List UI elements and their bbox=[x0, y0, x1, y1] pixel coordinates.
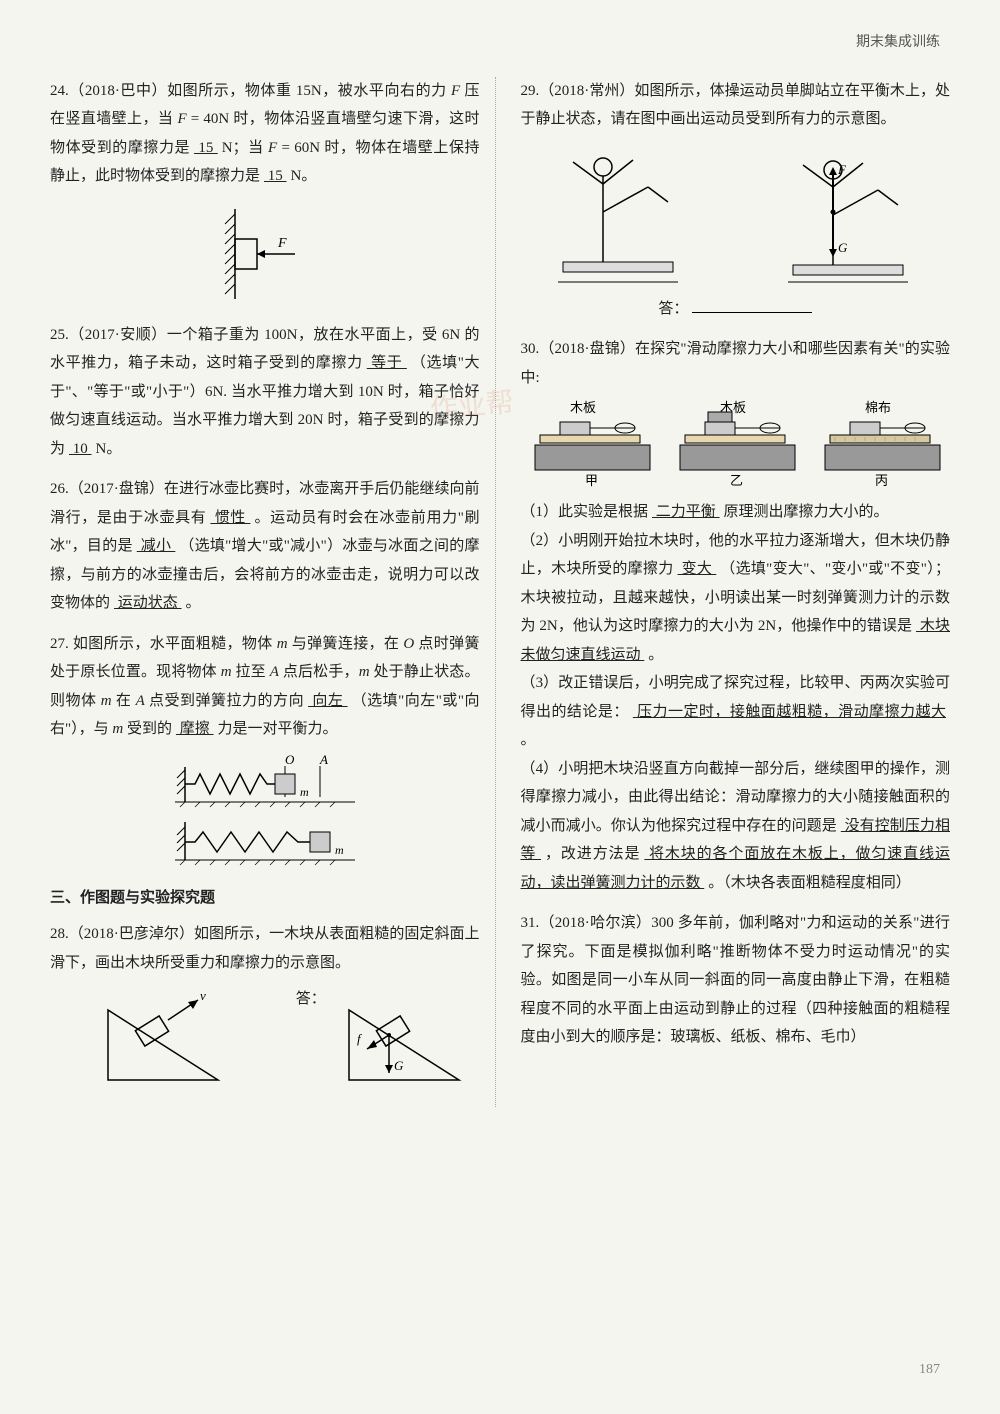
q24-figure: F bbox=[50, 199, 480, 309]
q27-ans1: 向左 bbox=[304, 693, 352, 709]
q30-p1b: 原理测出摩擦力大小的。 bbox=[724, 504, 889, 520]
q27-t9: 受到的 bbox=[123, 721, 172, 737]
q27-O: O bbox=[403, 636, 414, 652]
q27-t4: 点后松手， bbox=[279, 664, 359, 680]
q27-m2: m bbox=[221, 664, 232, 680]
q28-f: f bbox=[357, 1031, 363, 1046]
q30-jia: 甲 bbox=[585, 473, 598, 488]
q27-t7: 点受到弹簧拉力的方向 bbox=[145, 693, 304, 709]
q30-p4c: 。（木块各表面粗糙程度相同） bbox=[708, 875, 911, 891]
q29-figure: F G bbox=[521, 142, 951, 292]
question-24: 24.（2018·巴中）如图所示，物体重 15N，被水平向右的力 F 压在竖直墙… bbox=[50, 77, 480, 309]
q28-figure: v 答： f G bbox=[50, 985, 480, 1095]
q30-p3: （3）改正错误后，小明完成了探究过程，比较甲、丙两次实验可得出的结论是： 压力一… bbox=[521, 669, 951, 755]
q30-p2: （2）小明刚开始拉木块时，他的水平拉力逐渐增大，但木块仍静止，木块所受的摩擦力 … bbox=[521, 527, 951, 670]
question-25: 25.（2017·安顺）一个箱子重为 100N，放在水平面上，受 6N 的水平推… bbox=[50, 321, 480, 464]
q27-fig-O: O bbox=[285, 752, 295, 767]
q30-bing: 丙 bbox=[875, 473, 888, 488]
q24-ans2: 15 bbox=[260, 168, 291, 184]
q27-ans2: 摩擦 bbox=[172, 721, 218, 737]
q29-prefix: 29.（2018·常州）如图所示，体操运动员单脚站立在平衡木上，处于静止状态，请… bbox=[521, 83, 951, 128]
q28-ans-label: 答： bbox=[296, 991, 326, 1007]
q30-p1a: （1）此实验是根据 bbox=[521, 504, 649, 520]
question-31: 31.（2018·哈尔滨）300 多年前，伽利略对"力和运动的关系"进行了探究。… bbox=[521, 909, 951, 1052]
q30-p2ans1: 变大 bbox=[674, 561, 721, 577]
q30-p3b: 。 bbox=[521, 732, 536, 748]
q29-F: F bbox=[837, 162, 847, 177]
q29-ans-label: 答： bbox=[658, 301, 688, 317]
q25-ans2: 10 bbox=[65, 441, 96, 457]
q30-p4: （4）小明把木块沿竖直方向截掉一部分后，继续图甲的操作，测得摩擦力减小，由此得出… bbox=[521, 755, 951, 898]
q26-ans1: 惯性 bbox=[206, 510, 254, 526]
right-column: 29.（2018·常州）如图所示，体操运动员单脚站立在平衡木上，处于静止状态，请… bbox=[516, 77, 951, 1108]
q27-m1: m bbox=[277, 636, 288, 652]
q30-p3ans: 压力一定时，接触面越粗糙，滑动摩擦力越大 bbox=[629, 704, 950, 720]
q27-A2: A bbox=[136, 693, 145, 709]
q28-G: G bbox=[394, 1058, 404, 1073]
q27-m5: m bbox=[112, 721, 123, 737]
q28-v: v bbox=[200, 988, 206, 1003]
q30-p1: （1）此实验是根据 二力平衡 原理测出摩擦力大小的。 bbox=[521, 498, 951, 527]
q24-t5: N；当 bbox=[222, 140, 268, 156]
q27-fig-m1: m bbox=[300, 785, 309, 799]
q27-prefix: 27. 如图所示，水平面粗糙，物体 bbox=[50, 636, 277, 652]
q27-t3: 拉至 bbox=[232, 664, 270, 680]
q27-m4: m bbox=[101, 693, 112, 709]
q27-fig-m2: m bbox=[335, 843, 344, 857]
q31-prefix: 31.（2018·哈尔滨）300 多年前，伽利略对"力和运动的关系"进行了探究。… bbox=[521, 915, 951, 1045]
question-29: 29.（2018·常州）如图所示，体操运动员单脚站立在平衡木上，处于静止状态，请… bbox=[521, 77, 951, 324]
q30-lab-wood1: 木板 bbox=[570, 400, 596, 415]
q27-A1: A bbox=[270, 664, 279, 680]
q27-m3: m bbox=[359, 664, 370, 680]
q24-F3: F bbox=[268, 140, 277, 156]
q27-figure: O A m m bbox=[50, 752, 480, 872]
q30-p2c: 。 bbox=[648, 647, 663, 663]
q30-p1ans: 二力平衡 bbox=[648, 504, 724, 520]
q25-ans1: 等于 bbox=[363, 355, 411, 371]
section-3-title: 三、作图题与实验探究题 bbox=[50, 884, 480, 913]
q27-fig-A: A bbox=[319, 752, 328, 767]
q30-lab-cloth: 棉布 bbox=[865, 400, 891, 415]
q27-t1: 与弹簧连接，在 bbox=[288, 636, 404, 652]
q30-p4b: ，改进方法是 bbox=[545, 846, 640, 862]
main-columns: 24.（2018·巴中）如图所示，物体重 15N，被水平向右的力 F 压在竖直墙… bbox=[50, 77, 950, 1108]
q27-t10: 力是一对平衡力。 bbox=[218, 721, 338, 737]
q24-ans1: 15 bbox=[190, 140, 222, 156]
q24-fig-F: F bbox=[277, 236, 287, 251]
q24-t8: N。 bbox=[291, 168, 317, 184]
page-number: 187 bbox=[919, 1357, 940, 1384]
question-28: 28.（2018·巴彦淖尔）如图所示，一木块从表面粗糙的固定斜面上滑下，画出木块… bbox=[50, 920, 480, 1095]
page-header: 期末集成训练 bbox=[50, 30, 950, 57]
q25-t2: N。 bbox=[96, 441, 122, 457]
q30-figure: 木板 甲 木板 乙 棉布 bbox=[521, 400, 951, 490]
q26-t3: 。 bbox=[186, 595, 201, 611]
q28-prefix: 28.（2018·巴彦淖尔）如图所示，一木块从表面粗糙的固定斜面上滑下，画出木块… bbox=[50, 926, 480, 971]
q24-text: 24.（2018·巴中）如图所示，物体重 15N，被水平向右的力 bbox=[50, 83, 451, 99]
q29-G: G bbox=[838, 240, 848, 255]
question-30: 30.（2018·盘锦）在探究"滑动摩擦力大小和哪些因素有关"的实验中: 木板 … bbox=[521, 335, 951, 897]
q24-F1: F bbox=[451, 83, 460, 99]
q24-F2: F bbox=[177, 111, 186, 127]
q27-t6: 在 bbox=[112, 693, 136, 709]
q26-ans3: 运动状态 bbox=[110, 595, 186, 611]
question-27: 27. 如图所示，水平面粗糙，物体 m 与弹簧连接，在 O 点时弹簧处于原长位置… bbox=[50, 630, 480, 872]
q30-yi: 乙 bbox=[730, 473, 743, 488]
q26-ans2: 减小 bbox=[133, 538, 180, 554]
q30-prefix: 30.（2018·盘锦）在探究"滑动摩擦力大小和哪些因素有关"的实验中: bbox=[521, 341, 951, 386]
question-26: 26.（2017·盘锦）在进行冰壶比赛时，冰壶离开手后仍能继续向前滑行，是由于冰… bbox=[50, 475, 480, 618]
left-column: 24.（2018·巴中）如图所示，物体重 15N，被水平向右的力 F 压在竖直墙… bbox=[50, 77, 496, 1108]
